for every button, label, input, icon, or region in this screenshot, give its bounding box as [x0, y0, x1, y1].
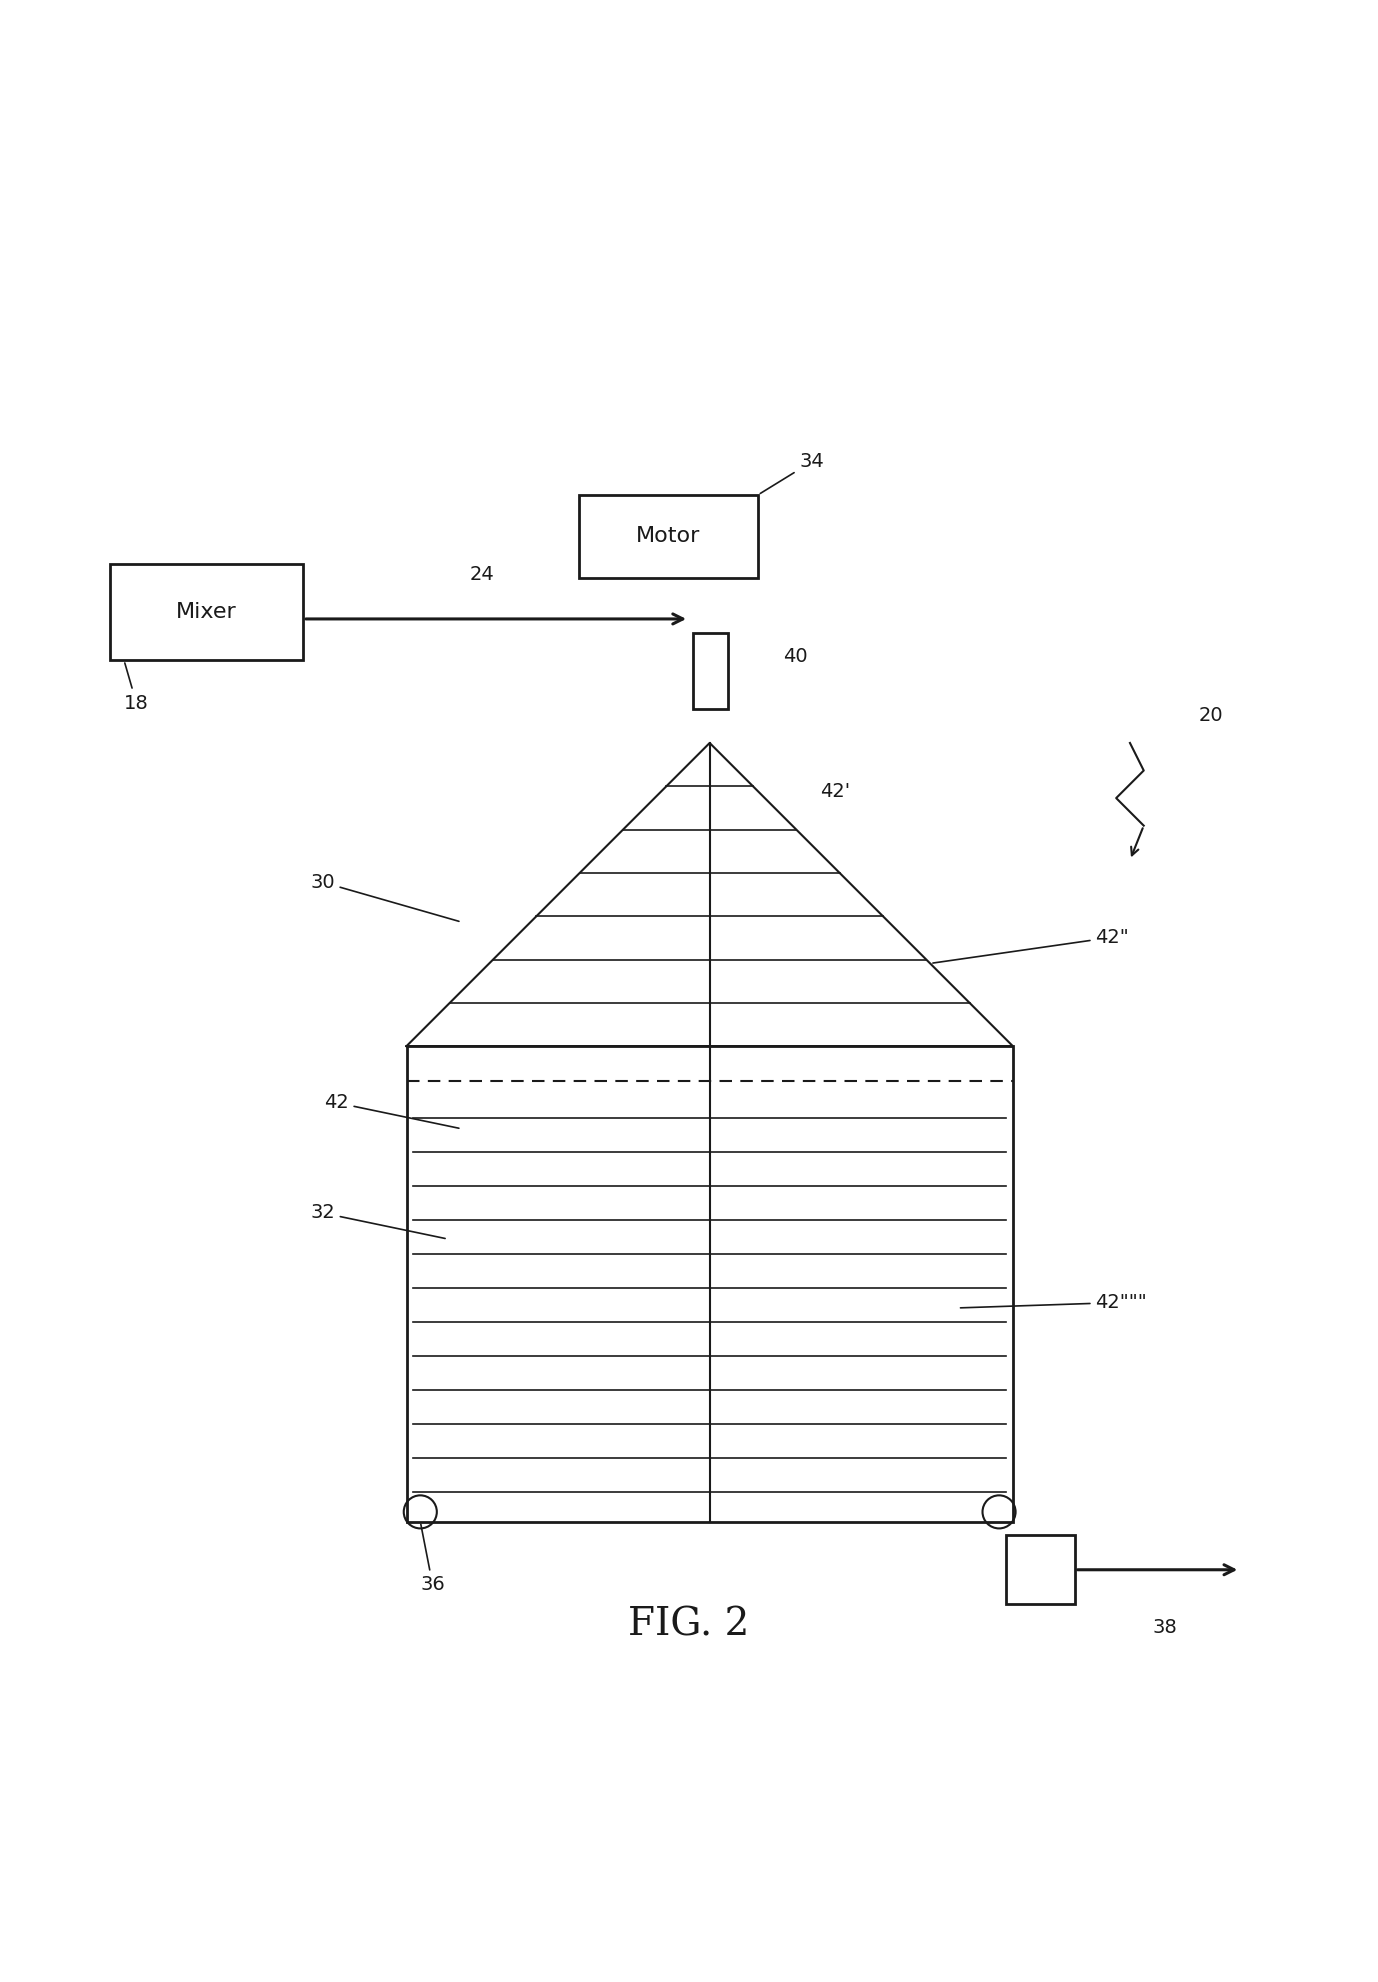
- Text: Mixer: Mixer: [176, 603, 237, 622]
- Text: 36: 36: [420, 1524, 445, 1594]
- Text: 42: 42: [324, 1094, 459, 1128]
- Text: 20: 20: [1199, 706, 1224, 725]
- Text: 24: 24: [470, 565, 495, 585]
- Text: 42""": 42""": [960, 1292, 1148, 1312]
- FancyBboxPatch shape: [693, 632, 728, 708]
- FancyBboxPatch shape: [407, 1046, 1013, 1522]
- Text: 42': 42': [820, 781, 850, 801]
- FancyBboxPatch shape: [579, 496, 758, 577]
- Text: 40: 40: [783, 648, 808, 666]
- Text: FIG. 2: FIG. 2: [628, 1605, 750, 1643]
- Text: 18: 18: [124, 662, 149, 712]
- FancyBboxPatch shape: [1006, 1536, 1075, 1603]
- Text: 32: 32: [310, 1203, 445, 1239]
- FancyBboxPatch shape: [110, 563, 303, 660]
- Text: 38: 38: [1152, 1617, 1177, 1637]
- Text: 34: 34: [761, 452, 824, 494]
- Text: 42": 42": [933, 928, 1129, 963]
- Text: Motor: Motor: [637, 527, 700, 547]
- Text: 30: 30: [310, 872, 459, 922]
